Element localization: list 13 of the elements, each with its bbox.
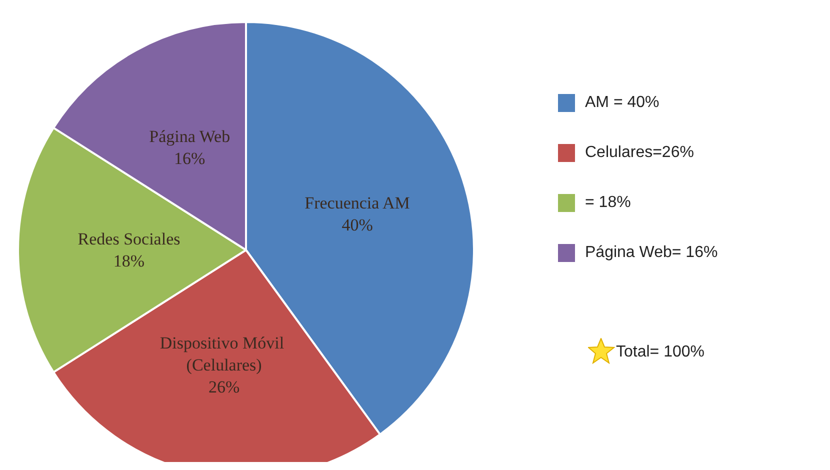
slice-label: Página Web xyxy=(149,126,230,146)
data-label: 40% xyxy=(342,215,373,234)
slice-label: Redes Sociales xyxy=(78,230,180,248)
text: = 18% xyxy=(585,194,631,212)
data-label: 26% xyxy=(208,377,240,396)
data-label: 18% xyxy=(113,252,145,270)
slice-label: Frecuencia AM xyxy=(304,193,410,212)
text: Celulares=26% xyxy=(585,144,694,162)
slice-label: Dispositivo Móvil (Celulares) xyxy=(160,333,288,374)
data-label: 16% xyxy=(174,148,206,168)
text: Total= 100% xyxy=(616,344,705,360)
text: AM = 40% xyxy=(585,94,660,112)
text: Página Web= 16% xyxy=(585,244,718,262)
